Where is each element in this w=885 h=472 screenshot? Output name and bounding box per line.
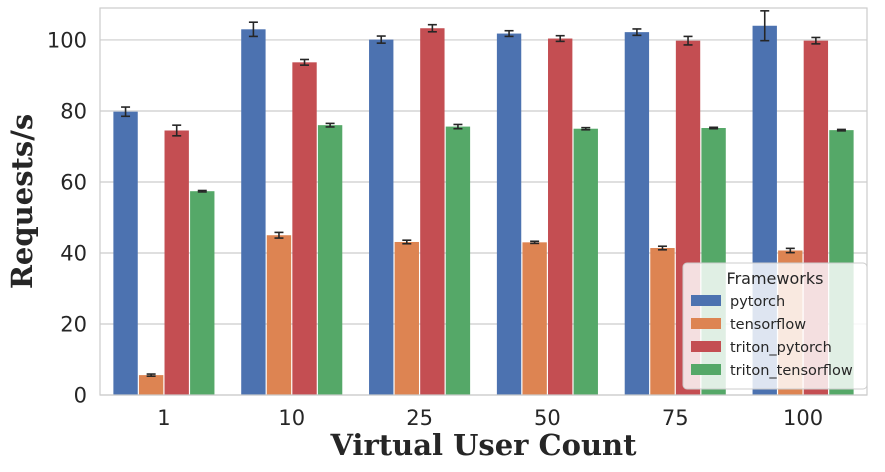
bar-pytorch-1	[113, 111, 138, 395]
legend-label: tensorflow	[730, 317, 806, 333]
y-tick-label: 0	[74, 384, 87, 408]
y-tick-label: 20	[60, 312, 87, 336]
legend-item-triton_pytorch: triton_pytorch	[691, 340, 832, 356]
x-axis-title: Virtual User Count	[329, 428, 637, 462]
error-bar-triton_pytorch-10	[300, 58, 310, 66]
error-bar-pytorch-25	[376, 35, 386, 44]
error-bar-pytorch-75	[632, 28, 642, 37]
bar-triton_tensorflow-50	[573, 128, 598, 396]
bar-triton_pytorch-25	[420, 28, 445, 396]
legend-box	[682, 262, 868, 390]
bar-pytorch-50	[496, 33, 522, 396]
legend-item-pytorch: pytorch	[691, 294, 785, 310]
x-tick-labels: 1 10 25 50 75 100	[157, 406, 823, 430]
bar-triton_tensorflow-10	[317, 125, 343, 396]
bar-tensorflow-1	[138, 375, 164, 395]
legend-item-tensorflow: tensorflow	[691, 317, 806, 333]
y-tick-label: 40	[60, 241, 87, 265]
y-axis-title: Requests/s	[5, 114, 39, 289]
x-tick-label: 25	[406, 406, 433, 430]
bar-triton_tensorflow-1	[190, 191, 215, 395]
error-bar-triton_tensorflow-10	[325, 122, 335, 128]
error-bar-pytorch-100	[760, 10, 770, 42]
error-bar-triton_tensorflow-25	[453, 123, 463, 130]
x-tick-label: 50	[534, 406, 561, 430]
legend-label: pytorch	[730, 294, 785, 310]
error-bar-triton_pytorch-25	[427, 23, 437, 33]
bar-triton_pytorch-10	[292, 62, 317, 395]
error-bar-pytorch-10	[248, 21, 258, 38]
error-bar-triton_pytorch-1	[172, 124, 182, 137]
legend-title: Frameworks	[727, 269, 824, 288]
y-tick-label: 60	[60, 170, 87, 194]
legend: Frameworks pytorch tensorflow triton_pytor…	[682, 262, 868, 390]
error-bar-triton_tensorflow-1	[197, 189, 207, 193]
bar-tensorflow-10	[266, 235, 292, 395]
error-bar-tensorflow-50	[530, 240, 540, 245]
error-bar-triton_pytorch-75	[683, 35, 693, 46]
error-bar-triton_tensorflow-75	[709, 126, 719, 130]
error-bar-tensorflow-1	[146, 373, 156, 377]
bar-tensorflow-25	[394, 241, 419, 395]
error-bar-pytorch-1	[121, 106, 131, 118]
bar-pytorch-25	[369, 39, 394, 395]
bar-tensorflow-75	[650, 248, 675, 395]
error-bar-triton_pytorch-100	[811, 36, 821, 45]
bar-triton_pytorch-50	[548, 38, 573, 396]
legend-item-triton_tensorflow: triton_tensorflow	[691, 363, 853, 379]
legend-swatch	[691, 341, 721, 352]
bar-tensorflow-50	[522, 242, 547, 395]
error-bar-tensorflow-100	[785, 247, 795, 254]
error-bar-pytorch-50	[504, 29, 514, 38]
error-bar-tensorflow-25	[402, 239, 412, 245]
bar-triton_tensorflow-25	[445, 126, 471, 395]
legend-label: triton_tensorflow	[730, 363, 853, 379]
x-tick-label: 10	[278, 406, 305, 430]
plot-frame	[99, 7, 868, 396]
legend-swatch	[691, 364, 721, 375]
bar-triton_pytorch-1	[164, 130, 189, 395]
error-bars	[121, 10, 846, 377]
error-bar-triton_pytorch-50	[555, 34, 565, 43]
x-tick-label: 100	[783, 406, 823, 430]
x-tick-label: 75	[662, 406, 689, 430]
x-tick-label: 1	[157, 406, 170, 430]
error-bar-triton_tensorflow-100	[836, 128, 846, 132]
y-tick-label: 80	[60, 99, 87, 123]
bar-pytorch-10	[241, 29, 266, 395]
error-bar-tensorflow-75	[657, 245, 667, 251]
error-bar-tensorflow-10	[274, 231, 284, 239]
legend-swatch	[691, 318, 721, 329]
y-tick-labels: 0 20 40 60 80 100	[47, 28, 87, 407]
legend-label: triton_pytorch	[730, 340, 832, 356]
legend-swatch	[691, 295, 721, 306]
y-tick-label: 100	[47, 28, 87, 52]
bar-pytorch-75	[624, 32, 650, 395]
error-bar-triton_tensorflow-50	[581, 126, 591, 131]
